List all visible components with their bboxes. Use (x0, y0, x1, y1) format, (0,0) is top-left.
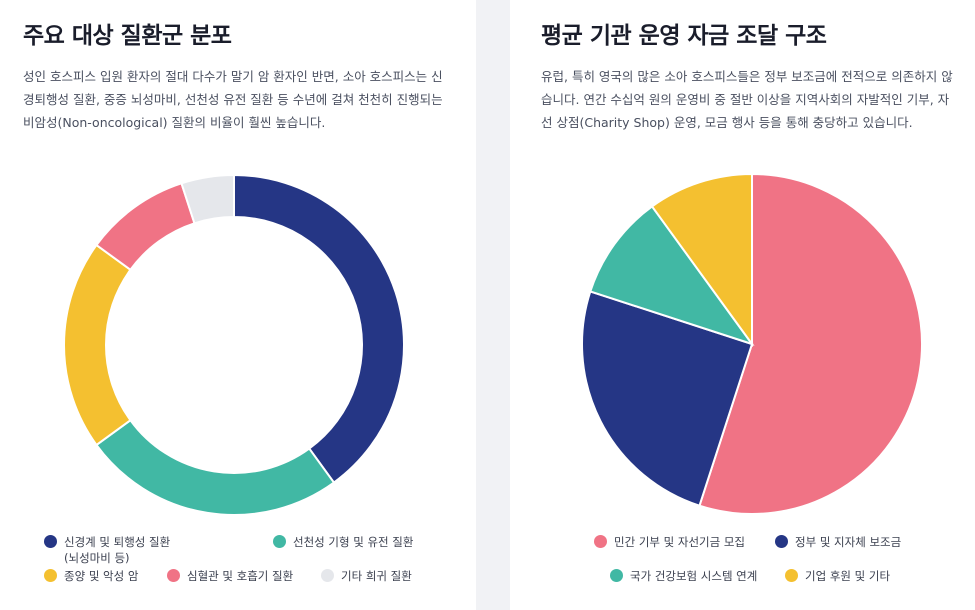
disease-legend-label-5: 기타 희귀 질환 (341, 569, 412, 583)
funding-slice-1[interactable] (698, 172, 923, 515)
disease-legend-swatch-1 (44, 535, 57, 548)
funding-legend-item-2[interactable]: 정부 및 지자체 보조금 (775, 534, 901, 550)
funding-structure-card: 평균 기관 운영 자금 조달 구조 유럽, 특히 영국의 많은 소아 호스피스들… (510, 0, 975, 610)
disease-legend-item-3[interactable]: 종양 및 악성 암 (44, 568, 138, 584)
disease-slice-3[interactable] (63, 243, 132, 447)
funding-slice-2[interactable] (581, 290, 754, 507)
disease-slice-5[interactable] (180, 173, 235, 225)
funding-legend-swatch-3 (610, 569, 623, 582)
funding-legend-label-2: 정부 및 지자체 보조금 (795, 535, 902, 549)
disease-legend-swatch-3 (44, 569, 57, 582)
funding-legend-swatch-2 (775, 535, 788, 548)
funding-legend-swatch-1 (594, 535, 607, 548)
disease-legend-item-1[interactable]: 신경계 및 퇴행성 질환 (뇌성마비 등) (44, 534, 170, 566)
disease-legend-label-1: 신경계 및 퇴행성 질환 (뇌성마비 등) (64, 535, 171, 565)
funding-legend-label-3: 국가 건강보험 시스템 연계 (630, 569, 758, 583)
disease-legend-swatch-2 (273, 535, 286, 548)
funding-card-title: 평균 기관 운영 자금 조달 구조 (541, 23, 827, 49)
funding-legend-swatch-4 (785, 569, 798, 582)
disease-slice-2[interactable] (95, 418, 336, 516)
disease-distribution-card: 주요 대상 질환군 분포 성인 호스피스 입원 환자의 절대 다수가 말기 암 … (0, 0, 476, 610)
disease-legend-label-2: 선천성 기형 및 유전 질환 (293, 535, 414, 549)
disease-legend-swatch-4 (167, 569, 180, 582)
disease-slice-1[interactable] (233, 173, 405, 484)
disease-legend-item-2[interactable]: 선천성 기형 및 유전 질환 (273, 534, 413, 550)
funding-legend-item-4[interactable]: 기업 후원 및 기타 (785, 568, 890, 584)
disease-legend-item-5[interactable]: 기타 희귀 질환 (321, 568, 412, 584)
funding-legend-label-4: 기업 후원 및 기타 (805, 569, 891, 583)
disease-legend-label-3: 종양 및 악성 암 (64, 569, 139, 583)
funding-slice-3[interactable] (589, 205, 755, 346)
funding-legend-item-3[interactable]: 국가 건강보험 시스템 연계 (610, 568, 757, 584)
funding-slice-4[interactable] (650, 172, 753, 348)
disease-card-description: 성인 호스피스 입원 환자의 절대 다수가 말기 암 환자인 반면, 소아 호스… (23, 69, 443, 130)
funding-card-description: 유럽, 특히 영국의 많은 소아 호스피스들은 정부 보조금에 전적으로 의존하… (541, 69, 953, 130)
funding-legend-label-1: 민간 기부 및 자선기금 모집 (614, 535, 746, 549)
disease-legend-item-4[interactable]: 심혈관 및 호흡기 질환 (167, 568, 293, 584)
disease-card-title: 주요 대상 질환군 분포 (23, 23, 232, 49)
disease-slice-4[interactable] (95, 182, 196, 272)
disease-donut-chart (63, 173, 405, 516)
funding-legend-item-1[interactable]: 민간 기부 및 자선기금 모집 (594, 534, 745, 550)
disease-legend-swatch-5 (321, 569, 334, 582)
disease-legend-label-4: 심혈관 및 호흡기 질환 (187, 569, 294, 583)
funding-pie-chart (581, 172, 923, 515)
